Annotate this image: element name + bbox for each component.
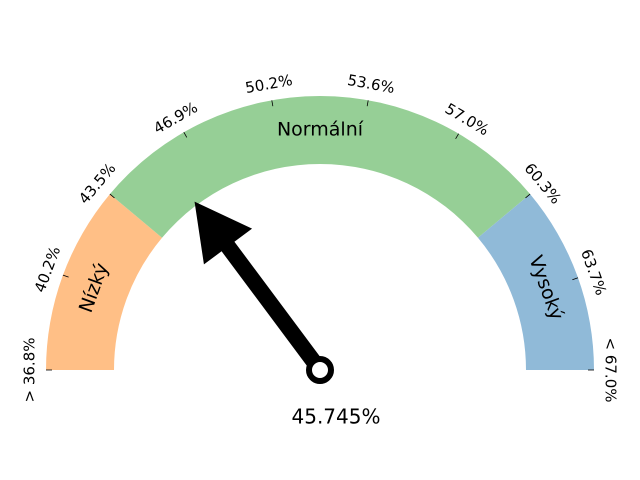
gauge-needle-pivot xyxy=(306,356,334,384)
gauge-tick-label: > 36.8% xyxy=(21,338,39,403)
gauge-tick-mark xyxy=(366,100,369,107)
gauge-needle-arrow xyxy=(194,201,327,375)
gauge-tick-mark xyxy=(525,193,531,199)
gauge-tick-mark xyxy=(572,277,579,281)
gauge-tick-mark xyxy=(109,193,115,199)
gauge-zone-label-normalni: Normální xyxy=(277,119,364,141)
gauge-tick-mark xyxy=(271,100,274,107)
gauge-tick-label: 50.2% xyxy=(244,71,294,97)
gauge-value-label: 45.745% xyxy=(292,405,381,429)
gauge-tick-label: 53.6% xyxy=(346,71,396,97)
gauge-zone-nizky xyxy=(46,194,163,370)
gauge-zone-normalni xyxy=(109,96,531,238)
gauge-tick-mark xyxy=(183,132,188,138)
gauge-tick-label: < 67.0% xyxy=(602,338,620,403)
gauge-zones xyxy=(46,96,594,370)
gauge-zone-vysoky xyxy=(477,194,594,370)
gauge-tick-mark xyxy=(455,133,459,140)
gauge-needle xyxy=(194,201,334,384)
gauge-tick-mark xyxy=(62,274,69,278)
